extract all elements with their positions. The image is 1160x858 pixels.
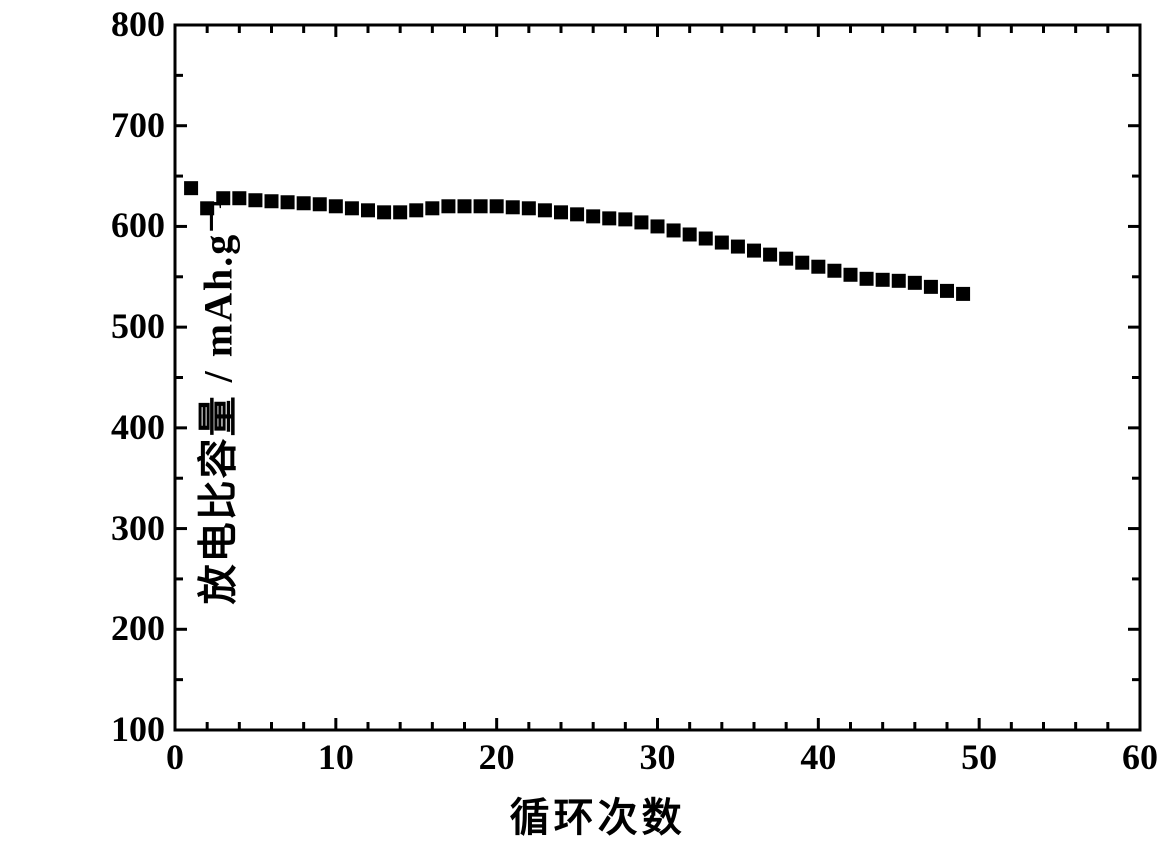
data-point (908, 276, 922, 290)
data-point (297, 196, 311, 210)
data-point (329, 199, 343, 213)
data-point (715, 236, 729, 250)
y-tick-label: 700 (111, 104, 165, 146)
y-tick-label: 400 (111, 406, 165, 448)
x-tick-label: 30 (628, 736, 688, 778)
chart-svg (0, 0, 1160, 853)
data-point (747, 244, 761, 258)
y-axis-label: 放电比容量 / mAh.g⁻¹ (185, 196, 243, 605)
data-point (602, 211, 616, 225)
data-point (570, 207, 584, 221)
data-point (667, 223, 681, 237)
data-point (634, 215, 648, 229)
data-point (377, 205, 391, 219)
data-point (538, 203, 552, 217)
x-tick-label: 20 (467, 736, 527, 778)
data-point (345, 201, 359, 215)
data-point (924, 280, 938, 294)
data-point (313, 197, 327, 211)
data-point (876, 273, 890, 287)
data-point (651, 219, 665, 233)
data-point (618, 212, 632, 226)
data-point (554, 205, 568, 219)
data-point (779, 252, 793, 266)
y-tick-label: 200 (111, 607, 165, 649)
x-tick-label: 60 (1110, 736, 1160, 778)
data-point (956, 287, 970, 301)
data-point (393, 205, 407, 219)
x-tick-label: 50 (949, 736, 1009, 778)
data-point (731, 240, 745, 254)
x-tick-label: 40 (788, 736, 848, 778)
data-point (844, 268, 858, 282)
data-point (184, 181, 198, 195)
y-axis-label-text: 放电比容量 / mAh.g⁻¹ (195, 196, 240, 605)
data-point (586, 209, 600, 223)
data-point (265, 194, 279, 208)
x-tick-label: 10 (306, 736, 366, 778)
data-point (474, 199, 488, 213)
data-point (795, 256, 809, 270)
data-point (940, 284, 954, 298)
data-point (361, 203, 375, 217)
data-point (699, 232, 713, 246)
data-point (458, 199, 472, 213)
data-point (892, 274, 906, 288)
y-tick-label: 800 (111, 3, 165, 45)
y-tick-label: 500 (111, 305, 165, 347)
x-axis-label: 循环次数 (510, 785, 686, 843)
data-point (281, 195, 295, 209)
y-tick-label: 300 (111, 507, 165, 549)
data-point (811, 260, 825, 274)
y-tick-label: 600 (111, 204, 165, 246)
data-point (683, 227, 697, 241)
data-point (763, 248, 777, 262)
data-point (522, 201, 536, 215)
data-point (490, 199, 504, 213)
data-point (827, 264, 841, 278)
data-point (248, 193, 262, 207)
data-point (441, 199, 455, 213)
data-point (409, 203, 423, 217)
data-point (425, 201, 439, 215)
data-point (506, 200, 520, 214)
x-axis-label-text: 循环次数 (510, 795, 686, 840)
y-tick-label: 100 (111, 708, 165, 750)
chart-container: 放电比容量 / mAh.g⁻¹ 循环次数 0102030405060100200… (0, 0, 1160, 853)
data-point (860, 272, 874, 286)
